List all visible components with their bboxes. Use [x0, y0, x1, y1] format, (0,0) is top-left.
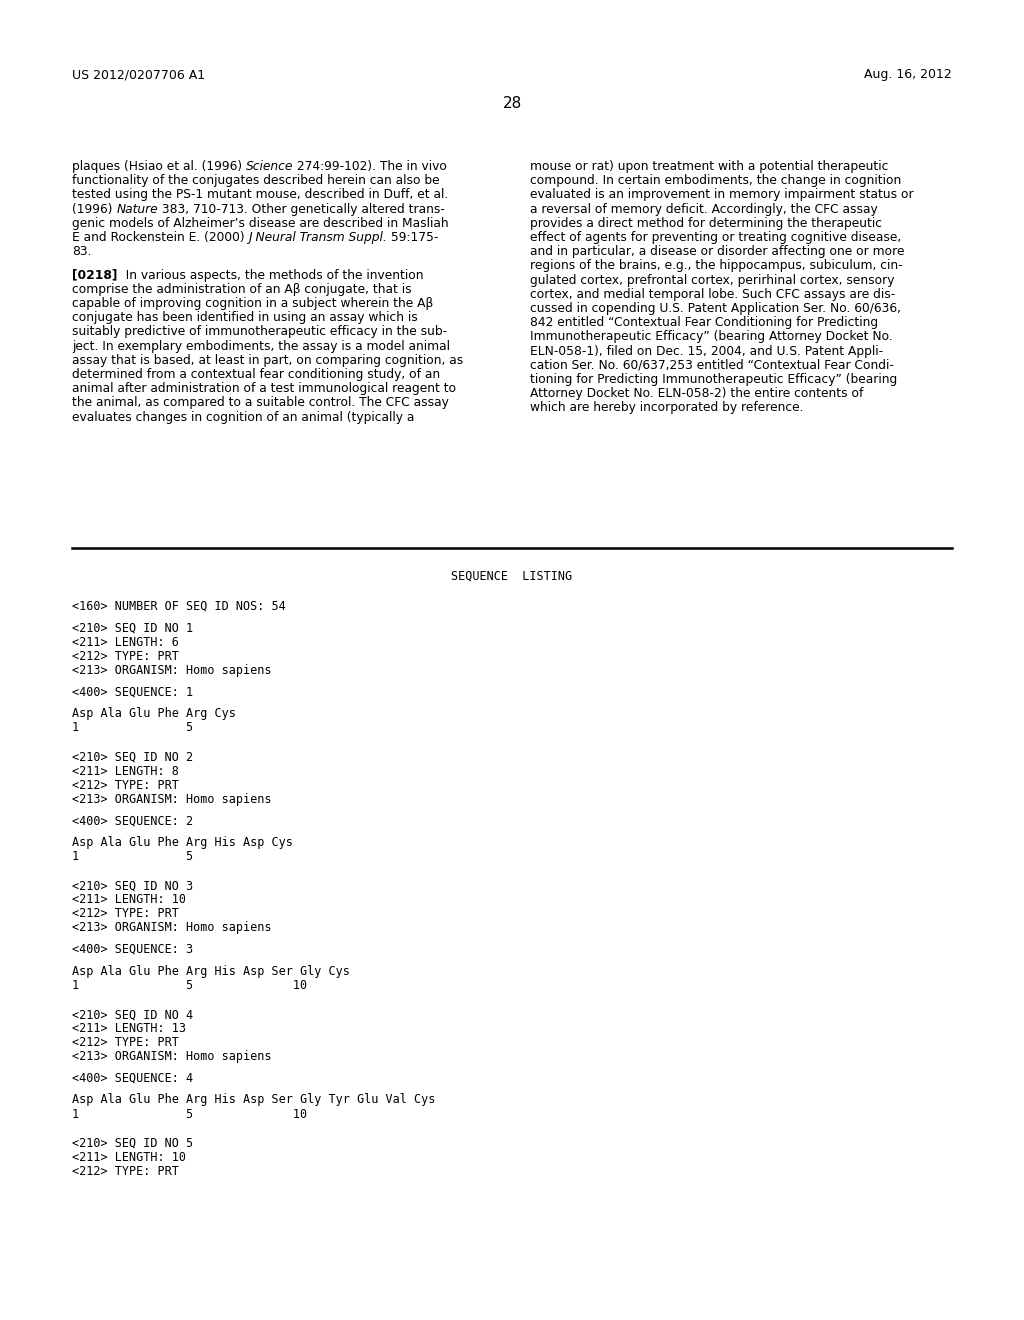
Text: assay that is based, at least in part, on comparing cognition, as: assay that is based, at least in part, o…: [72, 354, 463, 367]
Text: which are hereby incorporated by reference.: which are hereby incorporated by referen…: [530, 401, 804, 414]
Text: <212> TYPE: PRT: <212> TYPE: PRT: [72, 1166, 179, 1177]
Text: effect of agents for preventing or treating cognitive disease,: effect of agents for preventing or treat…: [530, 231, 901, 244]
Text: <210> SEQ ID NO 2: <210> SEQ ID NO 2: [72, 751, 194, 763]
Text: <210> SEQ ID NO 4: <210> SEQ ID NO 4: [72, 1008, 194, 1022]
Text: <212> TYPE: PRT: <212> TYPE: PRT: [72, 649, 179, 663]
Text: <211> LENGTH: 8: <211> LENGTH: 8: [72, 764, 179, 777]
Text: <212> TYPE: PRT: <212> TYPE: PRT: [72, 1036, 179, 1049]
Text: <213> ORGANISM: Homo sapiens: <213> ORGANISM: Homo sapiens: [72, 1051, 271, 1063]
Text: evaluates changes in cognition of an animal (typically a: evaluates changes in cognition of an ani…: [72, 411, 415, 424]
Text: <400> SEQUENCE: 3: <400> SEQUENCE: 3: [72, 942, 194, 956]
Text: SEQUENCE  LISTING: SEQUENCE LISTING: [452, 570, 572, 583]
Text: (1996): (1996): [72, 202, 117, 215]
Text: <211> LENGTH: 10: <211> LENGTH: 10: [72, 1151, 186, 1164]
Text: cortex, and medial temporal lobe. Such CFC assays are dis-: cortex, and medial temporal lobe. Such C…: [530, 288, 895, 301]
Text: plaques (Hsiao et al. (1996): plaques (Hsiao et al. (1996): [72, 160, 246, 173]
Text: <400> SEQUENCE: 4: <400> SEQUENCE: 4: [72, 1072, 194, 1085]
Text: <213> ORGANISM: Homo sapiens: <213> ORGANISM: Homo sapiens: [72, 921, 271, 935]
Text: tioning for Predicting Immunotherapeutic Efficacy” (bearing: tioning for Predicting Immunotherapeutic…: [530, 374, 897, 385]
Text: functionality of the conjugates described herein can also be: functionality of the conjugates describe…: [72, 174, 439, 187]
Text: <210> SEQ ID NO 1: <210> SEQ ID NO 1: [72, 622, 194, 635]
Text: gulated cortex, prefrontal cortex, perirhinal cortex, sensory: gulated cortex, prefrontal cortex, perir…: [530, 273, 895, 286]
Text: the animal, as compared to a suitable control. The CFC assay: the animal, as compared to a suitable co…: [72, 396, 449, 409]
Text: J Neural Transm Suppl.: J Neural Transm Suppl.: [249, 231, 387, 244]
Text: <210> SEQ ID NO 5: <210> SEQ ID NO 5: [72, 1137, 194, 1150]
Text: <213> ORGANISM: Homo sapiens: <213> ORGANISM: Homo sapiens: [72, 792, 271, 805]
Text: tested using the PS-1 mutant mouse, described in Duff, et al.: tested using the PS-1 mutant mouse, desc…: [72, 189, 449, 202]
Text: 383, 710-713. Other genetically altered trans-: 383, 710-713. Other genetically altered …: [158, 202, 444, 215]
Text: <400> SEQUENCE: 2: <400> SEQUENCE: 2: [72, 814, 194, 828]
Text: evaluated is an improvement in memory impairment status or: evaluated is an improvement in memory im…: [530, 189, 913, 202]
Text: 1               5              10: 1 5 10: [72, 978, 307, 991]
Text: 274:99-102). The in vivo: 274:99-102). The in vivo: [293, 160, 447, 173]
Text: 28: 28: [503, 96, 521, 111]
Text: 842 entitled “Contextual Fear Conditioning for Predicting: 842 entitled “Contextual Fear Conditioni…: [530, 317, 879, 329]
Text: US 2012/0207706 A1: US 2012/0207706 A1: [72, 69, 205, 81]
Text: cation Ser. No. 60/637,253 entitled “Contextual Fear Condi-: cation Ser. No. 60/637,253 entitled “Con…: [530, 359, 894, 372]
Text: 1               5: 1 5: [72, 721, 194, 734]
Text: <400> SEQUENCE: 1: <400> SEQUENCE: 1: [72, 685, 194, 698]
Text: Asp Ala Glu Phe Arg His Asp Cys: Asp Ala Glu Phe Arg His Asp Cys: [72, 836, 293, 849]
Text: comprise the administration of an Aβ conjugate, that is: comprise the administration of an Aβ con…: [72, 282, 412, 296]
Text: <211> LENGTH: 10: <211> LENGTH: 10: [72, 894, 186, 907]
Text: Attorney Docket No. ELN-058-2) the entire contents of: Attorney Docket No. ELN-058-2) the entir…: [530, 387, 863, 400]
Text: provides a direct method for determining the therapeutic: provides a direct method for determining…: [530, 216, 882, 230]
Text: 1               5              10: 1 5 10: [72, 1107, 307, 1121]
Text: cussed in copending U.S. Patent Application Ser. No. 60/636,: cussed in copending U.S. Patent Applicat…: [530, 302, 901, 315]
Text: <211> LENGTH: 6: <211> LENGTH: 6: [72, 636, 179, 648]
Text: and in particular, a disease or disorder affecting one or more: and in particular, a disease or disorder…: [530, 246, 904, 259]
Text: Immunotherapeutic Efficacy” (bearing Attorney Docket No.: Immunotherapeutic Efficacy” (bearing Att…: [530, 330, 893, 343]
Text: <212> TYPE: PRT: <212> TYPE: PRT: [72, 779, 179, 792]
Text: genic models of Alzheimer’s disease are described in Masliah: genic models of Alzheimer’s disease are …: [72, 216, 449, 230]
Text: determined from a contextual fear conditioning study, of an: determined from a contextual fear condit…: [72, 368, 440, 381]
Text: 1               5: 1 5: [72, 850, 194, 863]
Text: <160> NUMBER OF SEQ ID NOS: 54: <160> NUMBER OF SEQ ID NOS: 54: [72, 601, 286, 612]
Text: conjugate has been identified in using an assay which is: conjugate has been identified in using a…: [72, 312, 418, 325]
Text: Nature: Nature: [117, 202, 158, 215]
Text: <211> LENGTH: 13: <211> LENGTH: 13: [72, 1022, 186, 1035]
Text: animal after administration of a test immunological reagent to: animal after administration of a test im…: [72, 383, 456, 395]
Text: a reversal of memory deficit. Accordingly, the CFC assay: a reversal of memory deficit. Accordingl…: [530, 202, 878, 215]
Text: ject. In exemplary embodiments, the assay is a model animal: ject. In exemplary embodiments, the assa…: [72, 339, 450, 352]
Text: compound. In certain embodiments, the change in cognition: compound. In certain embodiments, the ch…: [530, 174, 901, 187]
Text: Science: Science: [246, 160, 293, 173]
Text: E and Rockenstein E. (2000): E and Rockenstein E. (2000): [72, 231, 249, 244]
Text: Asp Ala Glu Phe Arg His Asp Ser Gly Tyr Glu Val Cys: Asp Ala Glu Phe Arg His Asp Ser Gly Tyr …: [72, 1093, 435, 1106]
Text: regions of the brains, e.g., the hippocampus, subiculum, cin-: regions of the brains, e.g., the hippoca…: [530, 260, 902, 272]
Text: In various aspects, the methods of the invention: In various aspects, the methods of the i…: [114, 269, 424, 281]
Text: ELN-058-1), filed on Dec. 15, 2004, and U.S. Patent Appli-: ELN-058-1), filed on Dec. 15, 2004, and …: [530, 345, 883, 358]
Text: Asp Ala Glu Phe Arg Cys: Asp Ala Glu Phe Arg Cys: [72, 708, 236, 721]
Text: 83.: 83.: [72, 246, 91, 259]
Text: Asp Ala Glu Phe Arg His Asp Ser Gly Cys: Asp Ala Glu Phe Arg His Asp Ser Gly Cys: [72, 965, 350, 978]
Text: mouse or rat) upon treatment with a potential therapeutic: mouse or rat) upon treatment with a pote…: [530, 160, 889, 173]
Text: <213> ORGANISM: Homo sapiens: <213> ORGANISM: Homo sapiens: [72, 664, 271, 677]
Text: <210> SEQ ID NO 3: <210> SEQ ID NO 3: [72, 879, 194, 892]
Text: Aug. 16, 2012: Aug. 16, 2012: [864, 69, 952, 81]
Text: [0218]: [0218]: [72, 269, 118, 281]
Text: capable of improving cognition in a subject wherein the Aβ: capable of improving cognition in a subj…: [72, 297, 433, 310]
Text: 59:175-: 59:175-: [387, 231, 438, 244]
Text: suitably predictive of immunotherapeutic efficacy in the sub-: suitably predictive of immunotherapeutic…: [72, 326, 447, 338]
Text: <212> TYPE: PRT: <212> TYPE: PRT: [72, 907, 179, 920]
